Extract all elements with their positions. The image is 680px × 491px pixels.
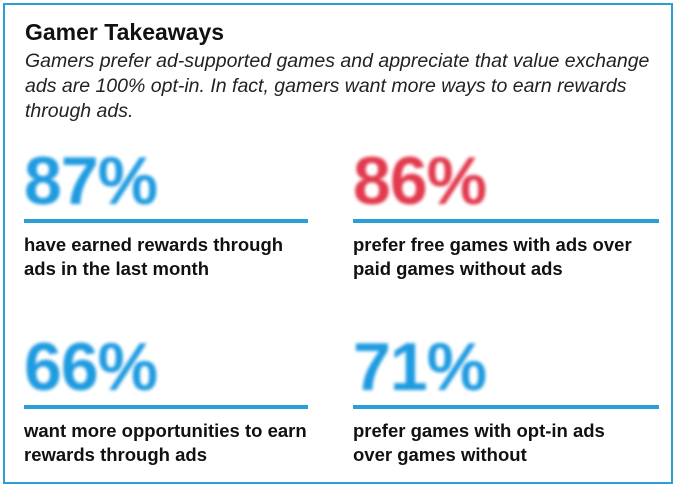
stat-description: want more opportunities to earn rewards … xyxy=(24,420,307,465)
stat-description: have earned rewards through ads in the l… xyxy=(24,234,284,279)
stat-divider xyxy=(24,405,308,409)
stat-value: 66% xyxy=(24,329,158,405)
stat-description: prefer free games with ads over paid gam… xyxy=(353,234,632,279)
card-title: Gamer Takeaways xyxy=(25,19,225,45)
takeaways-card: Gamer Takeaways Gamers prefer ad-support… xyxy=(3,3,673,484)
card-subtitle: Gamers prefer ad-supported games and app… xyxy=(25,50,650,122)
stat-block: 87% have earned rewards through ads in t… xyxy=(24,145,314,281)
stat-block: 66% want more opportunities to earn rewa… xyxy=(24,331,314,467)
stat-value: 86% xyxy=(353,143,487,219)
stat-value: 87% xyxy=(24,143,158,219)
stat-value: 71% xyxy=(353,329,487,405)
stat-description: prefer games with opt-in ads over games … xyxy=(353,420,605,465)
stat-divider xyxy=(353,405,659,409)
stat-block: 86% prefer free games with ads over paid… xyxy=(353,143,659,281)
stat-divider xyxy=(24,219,308,223)
stat-block: 71% prefer games with opt-in ads over ga… xyxy=(353,329,659,467)
stat-divider xyxy=(353,219,659,223)
